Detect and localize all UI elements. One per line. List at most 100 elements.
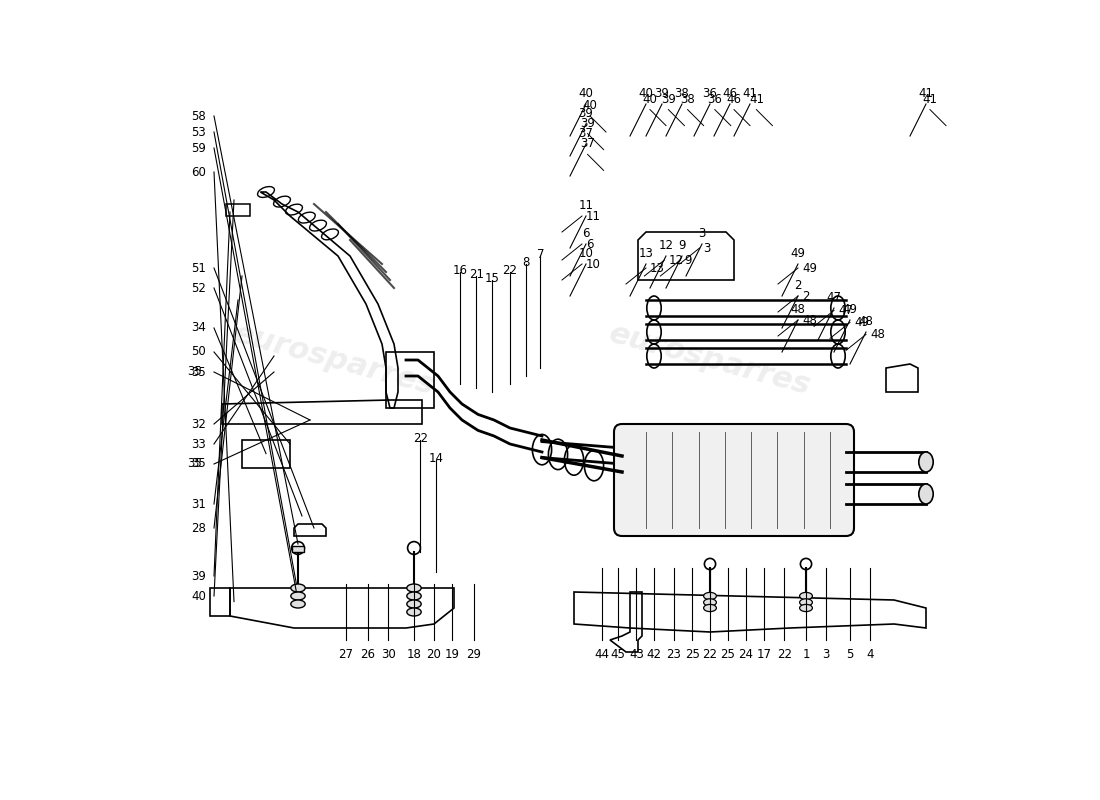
Text: 4: 4 [867,648,873,661]
Text: 35: 35 [191,458,206,470]
Text: 9: 9 [679,239,685,252]
Text: 17: 17 [757,648,772,661]
Text: 15: 15 [485,272,499,285]
Text: 50: 50 [191,346,206,358]
Text: 38: 38 [680,93,695,106]
Text: eurosparres: eurosparres [230,319,438,401]
Ellipse shape [407,584,421,592]
Text: 9: 9 [684,254,692,266]
Text: 41: 41 [742,87,758,100]
Text: 16: 16 [453,264,468,277]
Text: 35: 35 [191,366,206,378]
Ellipse shape [290,584,305,592]
Text: 53: 53 [191,126,206,138]
Text: 46: 46 [726,93,741,106]
Text: 28: 28 [191,522,206,534]
Text: 60: 60 [191,166,206,178]
Text: 39: 39 [661,93,675,106]
Text: 26: 26 [360,648,375,661]
Text: 30: 30 [381,648,396,661]
Ellipse shape [704,598,716,606]
Text: 36: 36 [703,87,717,100]
Text: 25: 25 [685,648,700,661]
Text: 11: 11 [586,210,601,222]
Text: 27: 27 [339,648,353,661]
Text: 20: 20 [427,648,441,661]
Text: 10: 10 [579,247,593,260]
Text: 40: 40 [583,99,597,112]
Text: 39: 39 [654,87,670,100]
Text: 11: 11 [579,199,594,212]
Ellipse shape [918,484,933,504]
Ellipse shape [800,605,813,611]
Text: 22: 22 [777,648,792,661]
Text: 43: 43 [629,648,644,661]
Text: 22: 22 [412,432,428,445]
FancyBboxPatch shape [614,424,854,536]
Text: 40: 40 [642,93,658,106]
Text: 34: 34 [191,322,206,334]
Text: 48: 48 [859,315,873,328]
Text: 8: 8 [522,256,530,269]
Ellipse shape [407,600,421,608]
Ellipse shape [407,592,421,600]
Text: 33: 33 [191,438,206,450]
Ellipse shape [704,592,716,600]
Text: 7: 7 [537,248,544,261]
Text: 1: 1 [802,648,810,661]
Text: 47: 47 [838,304,853,317]
Text: 39: 39 [579,107,593,120]
Text: 24: 24 [738,648,754,661]
Text: 3: 3 [698,227,706,240]
Text: 48: 48 [870,328,884,341]
Text: 18: 18 [407,648,421,661]
Text: 48: 48 [802,314,817,326]
Text: 46: 46 [723,87,737,100]
Text: 12: 12 [669,254,683,266]
Text: 35: 35 [187,365,202,378]
Text: 38: 38 [674,87,690,100]
Text: 51: 51 [191,262,206,274]
Text: 13: 13 [639,247,653,260]
Text: 39: 39 [191,570,206,582]
Ellipse shape [407,608,421,616]
Text: 13: 13 [650,262,664,274]
Text: 35: 35 [187,458,202,470]
Text: 31: 31 [191,498,206,510]
Text: 40: 40 [639,87,653,100]
Text: 32: 32 [191,418,206,430]
Text: 2: 2 [802,290,810,302]
Text: 39: 39 [580,117,595,130]
Text: 40: 40 [191,590,206,602]
Text: 19: 19 [444,648,460,661]
Text: 41: 41 [918,87,934,100]
Text: 45: 45 [610,648,626,661]
Ellipse shape [918,452,933,472]
Text: 40: 40 [579,87,593,100]
Text: 41: 41 [749,93,763,106]
Ellipse shape [800,592,813,600]
Text: 22: 22 [703,648,717,661]
Text: eurosparres: eurosparres [606,319,814,401]
Text: 14: 14 [429,452,444,465]
Text: 3: 3 [823,648,829,661]
Text: 48: 48 [791,303,805,316]
Text: 2: 2 [794,279,802,292]
Text: 5: 5 [846,648,854,661]
Text: 21: 21 [469,268,484,281]
Text: 58: 58 [191,110,206,122]
Text: 3: 3 [704,242,711,254]
Text: 49: 49 [802,262,817,274]
Text: 44: 44 [594,648,609,661]
Ellipse shape [290,600,305,608]
Text: 47: 47 [826,291,842,304]
Text: 49: 49 [791,247,805,260]
Text: 25: 25 [720,648,735,661]
Text: 29: 29 [466,648,482,661]
Ellipse shape [290,592,305,600]
Text: 6: 6 [586,238,594,250]
Text: 52: 52 [191,282,206,294]
Text: 22: 22 [503,264,517,277]
Bar [386,352,434,408]
Text: 49: 49 [854,316,869,329]
